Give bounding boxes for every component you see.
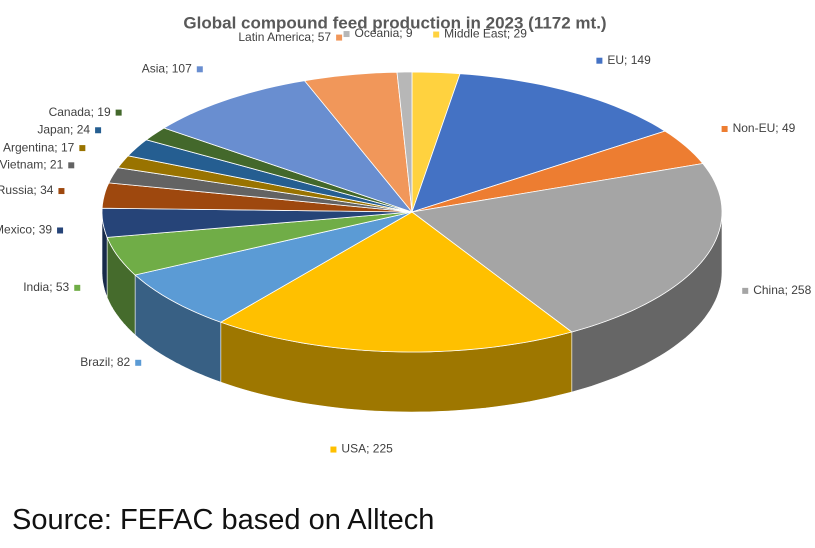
data-label: China; 258 xyxy=(753,283,811,297)
slice xyxy=(106,211,413,276)
data-label: Oceania; 9 xyxy=(355,26,413,40)
legend-swatch xyxy=(115,109,122,116)
slice xyxy=(303,71,413,214)
data-label: Canada; 19 xyxy=(49,105,111,119)
data-label: Russia; 34 xyxy=(0,183,54,197)
legend-swatch xyxy=(79,145,86,152)
data-label: Asia; 107 xyxy=(142,61,192,75)
legend-swatch xyxy=(95,127,102,134)
slice xyxy=(134,211,413,323)
slice xyxy=(411,73,666,213)
legend-swatch xyxy=(721,125,728,132)
slice xyxy=(219,211,573,353)
legend-swatch xyxy=(742,287,749,294)
slice xyxy=(396,71,413,213)
data-label: Non-EU; 49 xyxy=(733,121,796,135)
data-label: Japan; 24 xyxy=(37,122,90,136)
legend-swatch xyxy=(57,227,64,234)
data-label: Vietnam; 21 xyxy=(0,157,64,171)
data-label: EU; 149 xyxy=(607,53,651,67)
data-label: Brazil; 82 xyxy=(80,355,130,369)
legend-swatch xyxy=(196,66,203,73)
data-label: India; 53 xyxy=(23,280,69,294)
legend-swatch xyxy=(336,34,343,41)
slice xyxy=(163,80,414,213)
legend-swatch xyxy=(58,188,65,195)
slice xyxy=(411,130,704,213)
slice xyxy=(101,207,413,238)
data-label: Middle East; 29 xyxy=(444,27,527,41)
data-label: Argentina; 17 xyxy=(3,140,75,154)
legend-swatch xyxy=(330,446,337,453)
slice xyxy=(411,163,723,333)
legend-swatch xyxy=(74,284,81,291)
data-label: Latin America; 57 xyxy=(238,30,331,44)
legend-swatch xyxy=(433,31,440,38)
legend-swatch xyxy=(135,359,142,366)
legend-swatch xyxy=(68,162,75,169)
chart-title: Global compound feed production in 2023 … xyxy=(183,13,606,32)
legend-swatch xyxy=(343,31,350,38)
data-label: USA; 225 xyxy=(341,442,393,456)
source-note: Source: FEFAC based on Alltech xyxy=(12,504,435,536)
legend-swatch xyxy=(596,57,603,64)
data-label: Mexico; 39 xyxy=(0,223,52,237)
chart: Global compound feed production in 2023 … xyxy=(0,13,812,456)
